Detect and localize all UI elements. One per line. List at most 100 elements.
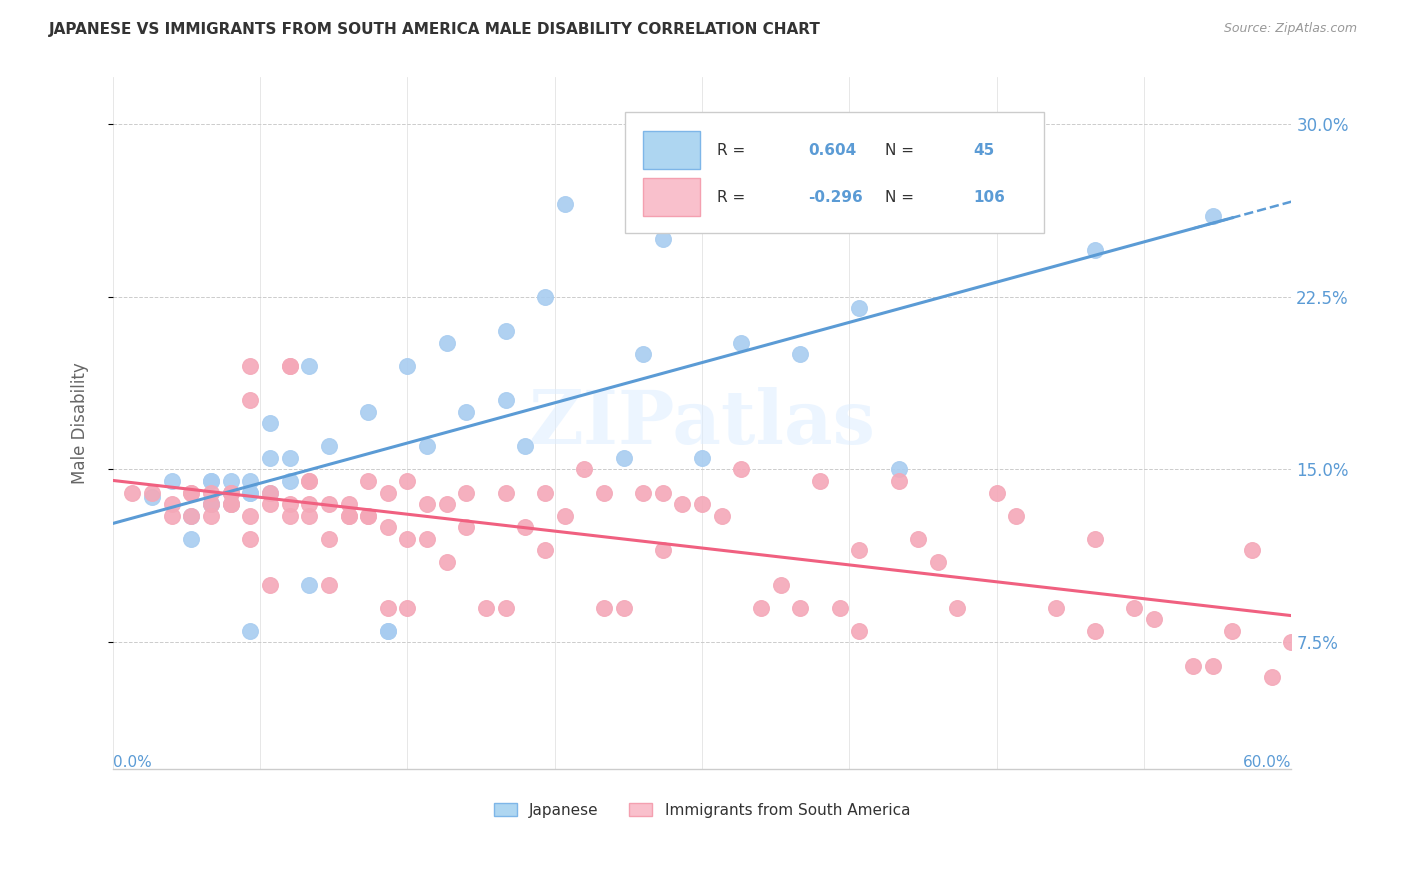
- Point: [239, 508, 262, 523]
- Point: [239, 485, 262, 500]
- Point: [180, 532, 202, 546]
- Point: [690, 450, 713, 465]
- Point: [200, 474, 222, 488]
- Point: [259, 578, 281, 592]
- Point: [318, 578, 340, 592]
- Point: [631, 485, 654, 500]
- Point: [121, 485, 143, 500]
- Point: [593, 485, 616, 500]
- Point: [219, 485, 242, 500]
- Point: [1202, 209, 1225, 223]
- Point: [180, 508, 202, 523]
- Point: [554, 197, 576, 211]
- Point: [1241, 543, 1264, 558]
- Point: [298, 359, 321, 373]
- Point: [337, 497, 360, 511]
- Point: [180, 485, 202, 500]
- Point: [1222, 624, 1244, 638]
- Point: [239, 624, 262, 638]
- Text: R =: R =: [717, 143, 745, 158]
- Text: 0.604: 0.604: [808, 143, 856, 158]
- Point: [515, 520, 537, 534]
- Point: [436, 497, 458, 511]
- Point: [1339, 658, 1361, 673]
- Point: [377, 520, 399, 534]
- Point: [1202, 658, 1225, 673]
- Point: [396, 532, 419, 546]
- Point: [671, 497, 693, 511]
- Point: [651, 485, 673, 500]
- Point: [730, 335, 752, 350]
- Point: [396, 474, 419, 488]
- Point: [534, 485, 557, 500]
- Bar: [643, 131, 700, 169]
- Point: [1084, 244, 1107, 258]
- Point: [219, 485, 242, 500]
- Point: [278, 497, 301, 511]
- Point: [631, 347, 654, 361]
- Point: [436, 335, 458, 350]
- Point: [141, 490, 163, 504]
- Point: [298, 497, 321, 511]
- Point: [1143, 612, 1166, 626]
- Point: [239, 359, 262, 373]
- Point: [278, 508, 301, 523]
- Point: [1358, 658, 1381, 673]
- Point: [180, 485, 202, 500]
- Point: [651, 543, 673, 558]
- Point: [239, 474, 262, 488]
- Point: [515, 439, 537, 453]
- Point: [160, 474, 183, 488]
- Point: [200, 497, 222, 511]
- Point: [612, 600, 634, 615]
- Text: R =: R =: [717, 190, 745, 204]
- Point: [278, 359, 301, 373]
- Point: [357, 474, 380, 488]
- Point: [534, 543, 557, 558]
- Point: [927, 555, 949, 569]
- Point: [318, 497, 340, 511]
- Point: [1005, 508, 1028, 523]
- Point: [200, 474, 222, 488]
- Point: [593, 600, 616, 615]
- FancyBboxPatch shape: [626, 112, 1043, 233]
- Point: [239, 485, 262, 500]
- Point: [789, 600, 811, 615]
- Point: [495, 324, 517, 338]
- Point: [848, 543, 870, 558]
- Point: [456, 405, 478, 419]
- Point: [651, 232, 673, 246]
- Point: [318, 532, 340, 546]
- Point: [986, 485, 1008, 500]
- Point: [357, 405, 380, 419]
- Point: [887, 474, 910, 488]
- Point: [259, 417, 281, 431]
- Point: [259, 485, 281, 500]
- Point: [377, 485, 399, 500]
- Point: [456, 520, 478, 534]
- Text: 60.0%: 60.0%: [1243, 756, 1291, 771]
- Point: [495, 600, 517, 615]
- Point: [357, 508, 380, 523]
- Point: [554, 508, 576, 523]
- Point: [828, 600, 851, 615]
- Point: [298, 578, 321, 592]
- Point: [1084, 532, 1107, 546]
- Point: [887, 462, 910, 476]
- Point: [1319, 508, 1341, 523]
- Point: [730, 462, 752, 476]
- Point: [475, 600, 498, 615]
- Point: [357, 508, 380, 523]
- Point: [200, 497, 222, 511]
- Point: [456, 485, 478, 500]
- Point: [278, 474, 301, 488]
- Point: [1045, 600, 1067, 615]
- Legend: Japanese, Immigrants from South America: Japanese, Immigrants from South America: [488, 797, 917, 824]
- Point: [200, 497, 222, 511]
- Text: Source: ZipAtlas.com: Source: ZipAtlas.com: [1223, 22, 1357, 36]
- Point: [396, 600, 419, 615]
- Point: [848, 624, 870, 638]
- Point: [534, 289, 557, 303]
- Point: [200, 508, 222, 523]
- Point: [416, 497, 439, 511]
